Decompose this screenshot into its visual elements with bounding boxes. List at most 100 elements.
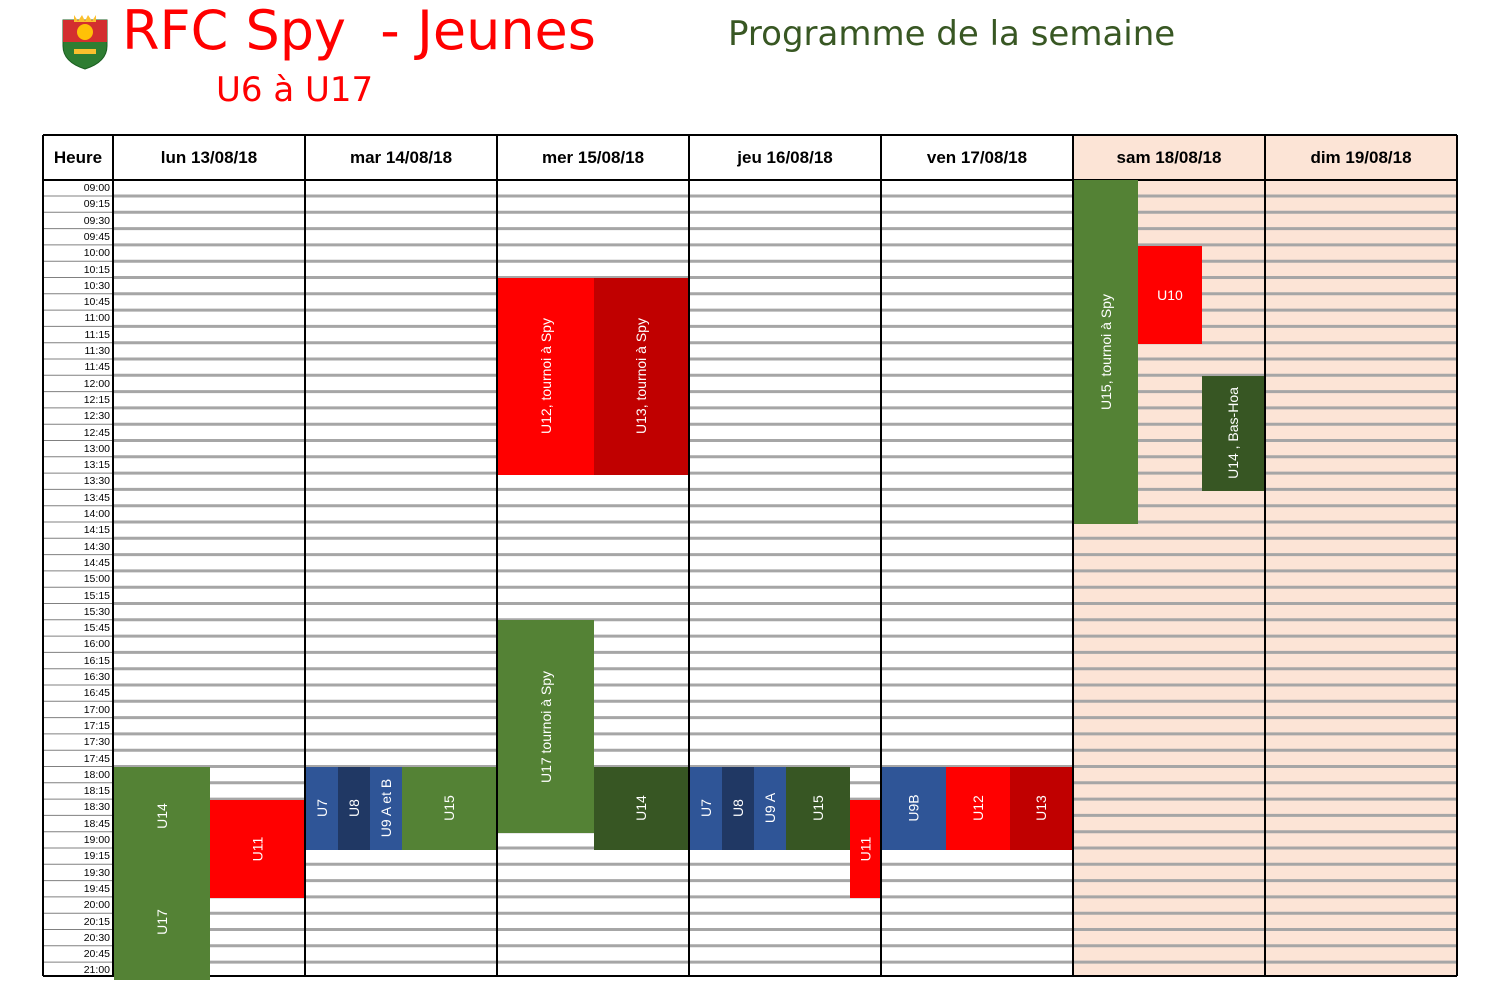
day-header: jeu 16/08/18 xyxy=(737,147,833,167)
time-label: 18:45 xyxy=(83,817,110,830)
time-label: 16:30 xyxy=(83,671,110,683)
time-label: 12:15 xyxy=(83,393,110,406)
day-header: mer 15/08/18 xyxy=(541,147,645,167)
time-label: 09:30 xyxy=(83,214,110,227)
time-label: 10:15 xyxy=(83,263,110,276)
event-label: U15, tournoi à Spy xyxy=(1098,293,1114,410)
time-label: 15:15 xyxy=(83,589,110,602)
time-label: 14:45 xyxy=(83,556,110,569)
time-label: 19:15 xyxy=(83,850,110,863)
event-label: U13 xyxy=(1033,795,1049,822)
time-label: 20:30 xyxy=(83,931,110,944)
time-label: 14:30 xyxy=(83,540,110,553)
event-block[interactable]: U17 tournoi à Spy xyxy=(498,620,594,834)
event-label: U7 xyxy=(698,799,714,818)
event-block[interactable]: U8 xyxy=(722,767,754,850)
time-label: 17:45 xyxy=(83,752,110,765)
time-label: 16:00 xyxy=(83,638,110,651)
time-label: 13:45 xyxy=(83,491,110,504)
event-block[interactable]: U9 A et B xyxy=(370,767,402,850)
time-label: 15:30 xyxy=(83,605,110,618)
time-label: 16:15 xyxy=(83,654,110,667)
event-label: U9B xyxy=(905,794,922,822)
time-label: 11:45 xyxy=(84,361,111,374)
day-header: ven 17/08/18 xyxy=(926,147,1028,167)
time-label: 10:45 xyxy=(83,296,110,309)
programme-title: Programme de la semaine xyxy=(728,14,1176,54)
hour-column-header: Heure xyxy=(53,147,103,167)
club-crest-icon xyxy=(60,12,110,70)
event-block[interactable]: U14 xyxy=(114,767,210,866)
event-block[interactable]: U9 A xyxy=(754,767,786,850)
time-label: 12:00 xyxy=(83,377,110,390)
time-label: 17:15 xyxy=(83,719,110,732)
time-label: 12:30 xyxy=(83,410,110,423)
time-label: 09:45 xyxy=(83,230,110,243)
event-block[interactable]: U15 xyxy=(786,767,850,850)
time-label: 11:00 xyxy=(84,312,111,325)
event-block[interactable]: U15 xyxy=(402,767,496,850)
time-label: 17:00 xyxy=(83,703,110,716)
event-block[interactable]: U14 xyxy=(594,767,688,850)
event-label: U12, tournoi à Spy xyxy=(538,318,554,435)
event-label: U14 , Bas-Hoa xyxy=(1225,387,1242,480)
time-label: 20:15 xyxy=(83,915,110,928)
event-block[interactable]: U7 xyxy=(306,767,338,850)
event-block[interactable]: U7 xyxy=(690,767,722,850)
time-label: 13:15 xyxy=(83,459,110,472)
time-label: 15:00 xyxy=(83,573,110,586)
event-label: U11 xyxy=(857,836,873,862)
event-block[interactable]: U11 xyxy=(850,799,880,899)
event-label: U8 xyxy=(346,799,362,818)
time-label: 09:15 xyxy=(83,198,110,211)
time-label: 11:30 xyxy=(84,345,111,357)
time-label: 19:00 xyxy=(83,834,110,846)
day-header: mar 14/08/18 xyxy=(349,147,453,167)
event-label: U17 xyxy=(154,909,170,936)
time-label: 10:30 xyxy=(83,279,110,292)
time-label: 20:00 xyxy=(83,899,110,912)
day-header: lun 13/08/18 xyxy=(160,147,258,167)
time-label: 21:00 xyxy=(83,964,110,977)
event-block[interactable]: U12 xyxy=(946,767,1010,850)
event-block[interactable]: U15, tournoi à Spy xyxy=(1074,180,1138,524)
event-label: U14 xyxy=(154,803,170,830)
event-block[interactable]: U13, tournoi à Spy xyxy=(594,278,688,475)
day-header: sam 18/08/18 xyxy=(1116,147,1222,167)
event-block[interactable]: U9B xyxy=(882,767,946,850)
day-header: dim 19/08/18 xyxy=(1310,147,1412,167)
event-block[interactable]: U17 xyxy=(114,864,210,980)
event-label: U15 xyxy=(810,795,826,822)
event-block[interactable]: U13 xyxy=(1010,767,1072,850)
time-label: 11:15 xyxy=(84,328,111,341)
age-range-title: U6 à U17 xyxy=(216,70,374,110)
time-label: 14:00 xyxy=(83,508,110,520)
time-label: 15:45 xyxy=(83,622,110,635)
event-block[interactable]: U14 , Bas-Hoa xyxy=(1202,375,1264,491)
event-label: U9 A et B xyxy=(378,779,394,838)
event-label: U8 xyxy=(730,799,746,818)
event-label: U9 A xyxy=(761,793,778,824)
event-label: U15 xyxy=(441,795,457,822)
event-block[interactable]: U11 xyxy=(210,799,304,899)
time-label: 19:45 xyxy=(83,882,110,895)
time-label: 18:00 xyxy=(83,768,110,781)
event-label: U12 xyxy=(970,795,986,822)
event-block[interactable]: U12, tournoi à Spy xyxy=(498,278,594,475)
event-label: U13, tournoi à Spy xyxy=(633,318,649,435)
event-label: U17 tournoi à Spy xyxy=(538,670,555,783)
time-label: 18:30 xyxy=(83,801,110,814)
time-label: 14:15 xyxy=(83,524,110,537)
event-block[interactable]: U10 xyxy=(1138,245,1202,345)
club-title: RFC Spy - Jeunes xyxy=(122,0,596,62)
time-label: 20:45 xyxy=(83,948,110,961)
time-label: 19:30 xyxy=(83,866,110,879)
time-label: 16:45 xyxy=(83,687,110,700)
time-label: 09:00 xyxy=(83,182,110,194)
event-label: U14 xyxy=(633,795,649,822)
event-label: U10 xyxy=(1157,286,1183,303)
event-block[interactable]: U8 xyxy=(338,767,370,850)
time-label: 17:30 xyxy=(83,736,110,749)
event-label: U7 xyxy=(314,799,330,818)
